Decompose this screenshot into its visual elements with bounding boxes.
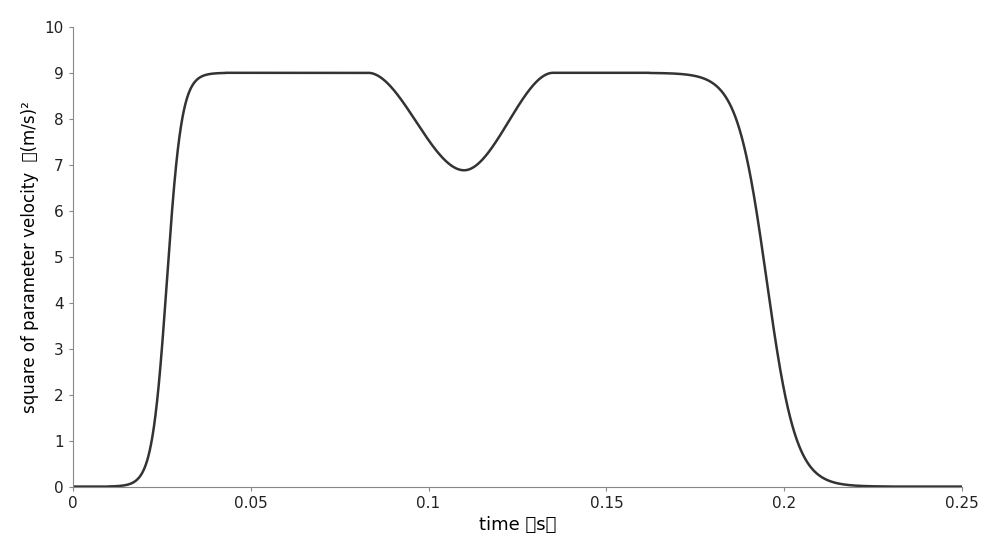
Y-axis label: square of parameter velocity  （(m/s)²: square of parameter velocity （(m/s)² [21, 101, 39, 413]
X-axis label: time （s）: time （s） [479, 516, 556, 534]
